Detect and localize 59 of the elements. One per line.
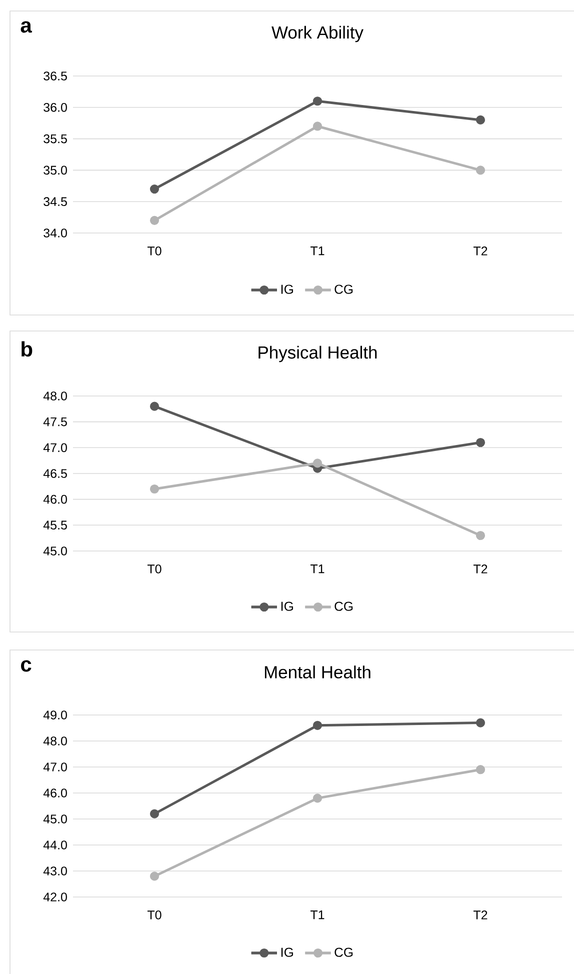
chart-title: Work Ability bbox=[272, 26, 364, 42]
y-tick-label: 34.5 bbox=[44, 197, 67, 206]
point bbox=[312, 96, 322, 106]
legend-label: IG bbox=[281, 602, 293, 611]
y-tick-label: 42.0 bbox=[43, 892, 67, 902]
y-tick-label: 45.5 bbox=[43, 520, 67, 530]
y-tick-label: 47.0 bbox=[43, 762, 67, 772]
x-tick-label: T2 bbox=[473, 564, 488, 574]
x-tick-label: T0 bbox=[147, 910, 162, 920]
y-tick-label: 46.5 bbox=[43, 469, 67, 478]
y-tick-label: 48.0 bbox=[43, 392, 67, 400]
point bbox=[150, 184, 160, 194]
y-tick-label: 35.0 bbox=[44, 166, 67, 175]
point bbox=[476, 438, 486, 448]
x-tick-label: T1 bbox=[310, 246, 324, 256]
point bbox=[312, 720, 322, 730]
point bbox=[476, 115, 486, 125]
point bbox=[150, 484, 160, 494]
legend-label: IG bbox=[281, 948, 293, 957]
point bbox=[312, 458, 322, 468]
y-tick-label: 46.0 bbox=[43, 494, 67, 504]
point bbox=[476, 765, 486, 774]
y-tick-label: 35.5 bbox=[44, 134, 67, 144]
x-tick-label: T0 bbox=[147, 564, 162, 574]
point bbox=[150, 809, 160, 818]
y-tick-label: 45.0 bbox=[43, 814, 67, 824]
y-tick-label: 34.0 bbox=[44, 228, 67, 238]
text: a bbox=[20, 21, 32, 33]
legend-label: CG bbox=[334, 284, 353, 294]
point bbox=[150, 402, 160, 411]
x-tick-label: T2 bbox=[473, 910, 488, 920]
x-tick-label: T2 bbox=[473, 246, 488, 256]
point bbox=[150, 872, 160, 881]
legend-label: IG bbox=[281, 284, 293, 294]
point bbox=[312, 122, 322, 131]
chart-title: Physical Health bbox=[258, 346, 377, 362]
chart-title: Mental Health bbox=[264, 666, 370, 678]
legend-label: CG bbox=[334, 948, 353, 957]
x-tick-label: T1 bbox=[310, 910, 324, 920]
y-tick-label: 45.0 bbox=[43, 546, 67, 556]
point bbox=[476, 718, 486, 728]
y-tick-label: 47.0 bbox=[43, 443, 67, 452]
y-tick-label: 48.0 bbox=[43, 736, 67, 746]
y-tick-label: 43.0 bbox=[43, 866, 67, 876]
x-tick-label: T1 bbox=[310, 564, 324, 574]
x-tick-label: T0 bbox=[147, 246, 162, 256]
y-tick-label: 47.5 bbox=[43, 417, 67, 426]
legend-label: CG bbox=[334, 602, 353, 611]
text: b bbox=[22, 341, 32, 357]
point bbox=[476, 166, 486, 175]
text: c bbox=[21, 660, 32, 672]
y-tick-label: 44.0 bbox=[43, 840, 67, 850]
y-tick-label: 36.0 bbox=[44, 102, 67, 112]
point bbox=[476, 530, 486, 540]
point bbox=[312, 794, 322, 803]
y-tick-label: 36.5 bbox=[44, 72, 67, 80]
point bbox=[150, 216, 160, 225]
y-tick-label: 46.0 bbox=[43, 788, 67, 798]
y-tick-label: 49.0 bbox=[43, 710, 67, 720]
